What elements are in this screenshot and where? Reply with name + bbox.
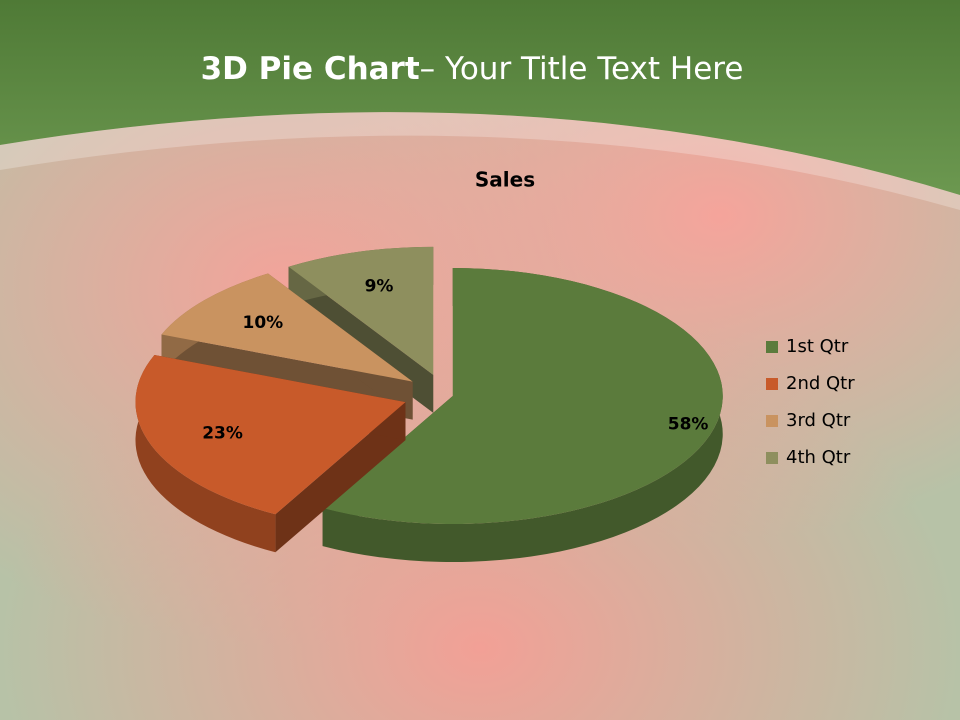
slide-title-bold: 3D Pie Chart xyxy=(201,51,420,87)
legend-swatch xyxy=(766,415,778,427)
legend-swatch xyxy=(766,341,778,353)
value-label: 9% xyxy=(365,276,394,296)
pie-slice xyxy=(135,354,406,553)
header-band xyxy=(0,0,960,195)
slice-top xyxy=(135,354,406,515)
slice-top xyxy=(322,267,723,524)
legend-swatch xyxy=(766,378,778,390)
legend-label: 3rd Qtr xyxy=(786,410,851,431)
slice-top xyxy=(161,273,413,382)
legend-label: 2nd Qtr xyxy=(786,373,855,394)
slide-title: 3D Pie Chart– Your Title Text Here xyxy=(201,51,744,87)
pie-slice xyxy=(322,267,723,562)
slide-title-rest: – Your Title Text Here xyxy=(420,51,744,87)
slice-wall xyxy=(135,354,276,553)
value-label: 23% xyxy=(202,423,243,443)
legend-label: 1st Qtr xyxy=(786,336,849,357)
slice-wall xyxy=(322,267,723,562)
chart-title: Sales xyxy=(475,168,535,192)
slice-top xyxy=(288,246,434,375)
slice-side xyxy=(275,402,406,553)
value-label: 10% xyxy=(242,313,283,333)
header-edge xyxy=(0,112,960,210)
legend-label: 4th Qtr xyxy=(786,447,851,468)
legend-swatch xyxy=(766,452,778,464)
value-label: 58% xyxy=(668,415,709,435)
